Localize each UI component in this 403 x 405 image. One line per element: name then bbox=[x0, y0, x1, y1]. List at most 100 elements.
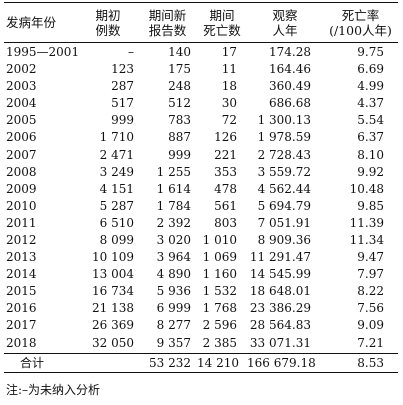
cell-onset-year: 2004 bbox=[6, 96, 37, 111]
cell-initial-cases: 6 510 bbox=[99, 215, 134, 230]
cell-mortality-rate: 10.48 bbox=[349, 181, 384, 196]
cell-initial-cases: 10 109 bbox=[92, 250, 134, 265]
cell-deaths: 221 bbox=[214, 147, 237, 162]
cell-person-years: 14 545.99 bbox=[249, 267, 311, 282]
table-row: 1995—2001 – 140 17 174.28 9.75 bbox=[4, 43, 398, 62]
cell-deaths: 30 bbox=[221, 96, 237, 111]
cell-new-reports: 3 964 bbox=[156, 250, 191, 265]
cell-new-reports: 999 bbox=[168, 147, 191, 162]
cell-person-years: 1 300.13 bbox=[257, 113, 311, 128]
cell-onset-year: 2009 bbox=[6, 181, 37, 196]
header-initial-cases: 期初 例数 bbox=[78, 2, 138, 43]
table-body: 1995—2001 – 140 17 174.28 9.75 2002 123 175 11 164… bbox=[4, 43, 398, 354]
cell-initial-cases: – bbox=[128, 45, 134, 59]
mortality-table: 发病年份 期初 例数 期间新 报告数 期间 死亡数 观察 人年 bbox=[4, 2, 398, 373]
total-mortality-rate: 8.53 bbox=[323, 352, 398, 373]
cell-onset-year: 2010 bbox=[6, 198, 37, 213]
cell-mortality-rate: 9.92 bbox=[357, 164, 384, 179]
cell-deaths: 2 385 bbox=[202, 335, 237, 350]
table-row: 2003 287 248 18 360.49 4.99 bbox=[4, 78, 398, 95]
header-mortality-rate: 死亡率 (/100人年) bbox=[323, 2, 398, 43]
table-row: 2005 999 783 72 1 300.13 5.54 bbox=[4, 112, 398, 129]
cell-onset-year: 2014 bbox=[6, 267, 37, 282]
table-row: 2014 13 004 4 890 1 160 14 545.99 7.97 bbox=[4, 266, 398, 283]
cell-deaths: 478 bbox=[214, 181, 237, 196]
table-row: 2010 5 287 1 784 561 5 694.79 9.85 bbox=[4, 198, 398, 215]
table-header: 发病年份 期初 例数 期间新 报告数 期间 死亡数 观察 人年 bbox=[4, 2, 398, 43]
cell-initial-cases: 2 471 bbox=[99, 147, 134, 162]
header-person-years: 观察 人年 bbox=[247, 2, 323, 43]
cell-onset-year: 2002 bbox=[6, 62, 37, 77]
cell-onset-year: 2011 bbox=[6, 215, 37, 230]
cell-initial-cases: 21 138 bbox=[92, 301, 134, 316]
table-footer: 合计 53 232 14 210 166 679.18 8.53 bbox=[4, 352, 398, 373]
cell-onset-year: 2015 bbox=[6, 284, 37, 299]
cell-person-years: 28 564.83 bbox=[249, 318, 311, 333]
cell-person-years: 686.68 bbox=[269, 96, 311, 111]
cell-mortality-rate: 5.54 bbox=[357, 113, 384, 128]
cell-deaths: 18 bbox=[221, 79, 237, 94]
cell-deaths: 126 bbox=[214, 130, 237, 145]
cell-initial-cases: 3 249 bbox=[99, 164, 134, 179]
cell-mortality-rate: 9.09 bbox=[357, 318, 384, 333]
cell-onset-year: 2003 bbox=[6, 79, 37, 94]
cell-new-reports: 512 bbox=[168, 96, 191, 111]
table-row: 2002 123 175 11 164.46 6.69 bbox=[4, 61, 398, 78]
cell-deaths: 2 596 bbox=[202, 318, 237, 333]
cell-person-years: 164.46 bbox=[269, 62, 311, 77]
cell-deaths: 353 bbox=[214, 164, 237, 179]
cell-initial-cases: 287 bbox=[111, 79, 134, 94]
cell-new-reports: 248 bbox=[168, 79, 191, 94]
table-row: 2011 6 510 2 392 803 7 051.91 11.39 bbox=[4, 215, 398, 232]
table-row: 2008 3 249 1 255 353 3 559.72 9.92 bbox=[4, 164, 398, 181]
cell-person-years: 8 909.36 bbox=[257, 232, 311, 247]
cell-deaths: 1 010 bbox=[202, 232, 237, 247]
cell-deaths: 1 532 bbox=[202, 284, 237, 299]
table-row: 2007 2 471 999 221 2 728.43 8.10 bbox=[4, 146, 398, 163]
cell-onset-year: 2005 bbox=[6, 113, 37, 128]
cell-person-years: 1 978.59 bbox=[257, 130, 311, 145]
cell-new-reports: 2 392 bbox=[156, 215, 191, 230]
table-row: 2009 4 151 1 614 478 4 562.44 10.48 bbox=[4, 181, 398, 198]
cell-initial-cases: 517 bbox=[111, 96, 134, 111]
cell-mortality-rate: 6.37 bbox=[357, 130, 384, 145]
cell-new-reports: 1 614 bbox=[156, 181, 191, 196]
total-new-reports: 53 232 bbox=[138, 352, 197, 373]
cell-deaths: 17 bbox=[221, 45, 237, 59]
cell-new-reports: 5 936 bbox=[156, 284, 191, 299]
cell-new-reports: 9 357 bbox=[156, 335, 191, 350]
cell-deaths: 1 069 bbox=[202, 250, 237, 265]
cell-new-reports: 783 bbox=[168, 113, 191, 128]
cell-deaths: 11 bbox=[221, 62, 237, 77]
table-row: 2012 8 099 3 020 1 010 8 909.36 11.34 bbox=[4, 232, 398, 249]
cell-person-years: 5 694.79 bbox=[257, 198, 311, 213]
cell-mortality-rate: 9.75 bbox=[357, 45, 384, 59]
table-row: 2013 10 109 3 964 1 069 11 291.47 9.47 bbox=[4, 249, 398, 266]
total-label: 合计 bbox=[4, 352, 78, 373]
cell-initial-cases: 32 050 bbox=[92, 335, 134, 350]
table-row: 2006 1 710 887 126 1 978.59 6.37 bbox=[4, 129, 398, 146]
cell-deaths: 1 768 bbox=[202, 301, 237, 316]
cell-person-years: 23 386.29 bbox=[249, 301, 311, 316]
cell-deaths: 1 160 bbox=[202, 267, 237, 282]
cell-new-reports: 6 999 bbox=[156, 301, 191, 316]
cell-onset-year: 1995—2001 bbox=[6, 45, 80, 59]
cell-new-reports: 1 255 bbox=[156, 164, 191, 179]
cell-initial-cases: 123 bbox=[111, 62, 134, 77]
cell-mortality-rate: 4.99 bbox=[357, 79, 384, 94]
cell-initial-cases: 999 bbox=[111, 113, 134, 128]
table-row: 2018 32 050 9 357 2 385 33 071.31 7.21 bbox=[4, 335, 398, 354]
total-initial-cases bbox=[78, 352, 138, 373]
cell-initial-cases: 1 710 bbox=[99, 130, 134, 145]
cell-person-years: 360.49 bbox=[269, 79, 311, 94]
header-new-reports: 期间新 报告数 bbox=[138, 2, 197, 43]
cell-mortality-rate: 7.21 bbox=[357, 335, 384, 350]
header-deaths: 期间 死亡数 bbox=[197, 2, 247, 43]
cell-mortality-rate: 7.56 bbox=[357, 301, 384, 316]
cell-onset-year: 2007 bbox=[6, 147, 37, 162]
cell-initial-cases: 16 734 bbox=[92, 284, 134, 299]
total-deaths: 14 210 bbox=[197, 352, 247, 373]
table-row: 2017 26 369 8 277 2 596 28 564.83 9.09 bbox=[4, 317, 398, 334]
cell-initial-cases: 26 369 bbox=[92, 318, 134, 333]
